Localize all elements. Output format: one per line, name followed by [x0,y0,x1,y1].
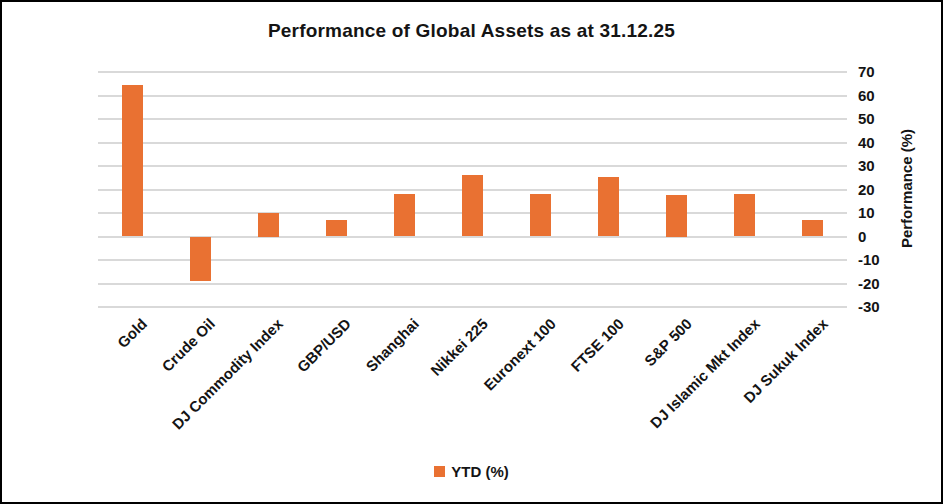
y-axis-tick-label: 60 [858,87,902,105]
y-axis-tick-label: -30 [858,298,902,316]
legend: YTD (%) [2,463,941,480]
y-axis-tick-label: 40 [858,134,902,152]
y-axis-tick-label: 70 [858,63,902,81]
y-axis-tick-label: 50 [858,110,902,128]
bar-dj-sukuk-index [802,220,823,236]
bar-crude-oil [190,237,211,282]
plot-area: 706050403020100-10-20-30GoldCrude OilDJ … [2,2,943,504]
y-axis-tick-label: 0 [858,228,902,246]
bar-gbp-usd [326,220,347,236]
gridline [98,283,847,285]
gridline [98,306,847,308]
y-axis-tick-label: 10 [858,204,902,222]
gridline [98,95,847,97]
bar-dj-commodity-index [258,213,279,237]
gridline [98,118,847,120]
gridline [98,142,847,144]
chart: Performance of Global Assets as at 31.12… [0,0,943,504]
bar-shanghai [394,194,415,236]
bar-nikkei-225 [462,175,483,236]
bar-dj-islamic-mkt-index [734,194,755,236]
y-axis-tick-label: -20 [858,275,902,293]
y-axis-title: Performance (%) [898,71,915,306]
y-axis-tick-label: 30 [858,157,902,175]
gridline [98,71,847,73]
bar-gold [122,85,143,237]
bar-s-p-500 [666,195,687,236]
legend-swatch-icon [434,466,445,477]
gridline [98,165,847,167]
y-axis-tick-label: -10 [858,251,902,269]
bar-ftse-100 [598,177,619,237]
y-axis-tick-label: 20 [858,181,902,199]
legend-label: YTD (%) [451,463,509,480]
bar-euronext-100 [530,194,551,236]
